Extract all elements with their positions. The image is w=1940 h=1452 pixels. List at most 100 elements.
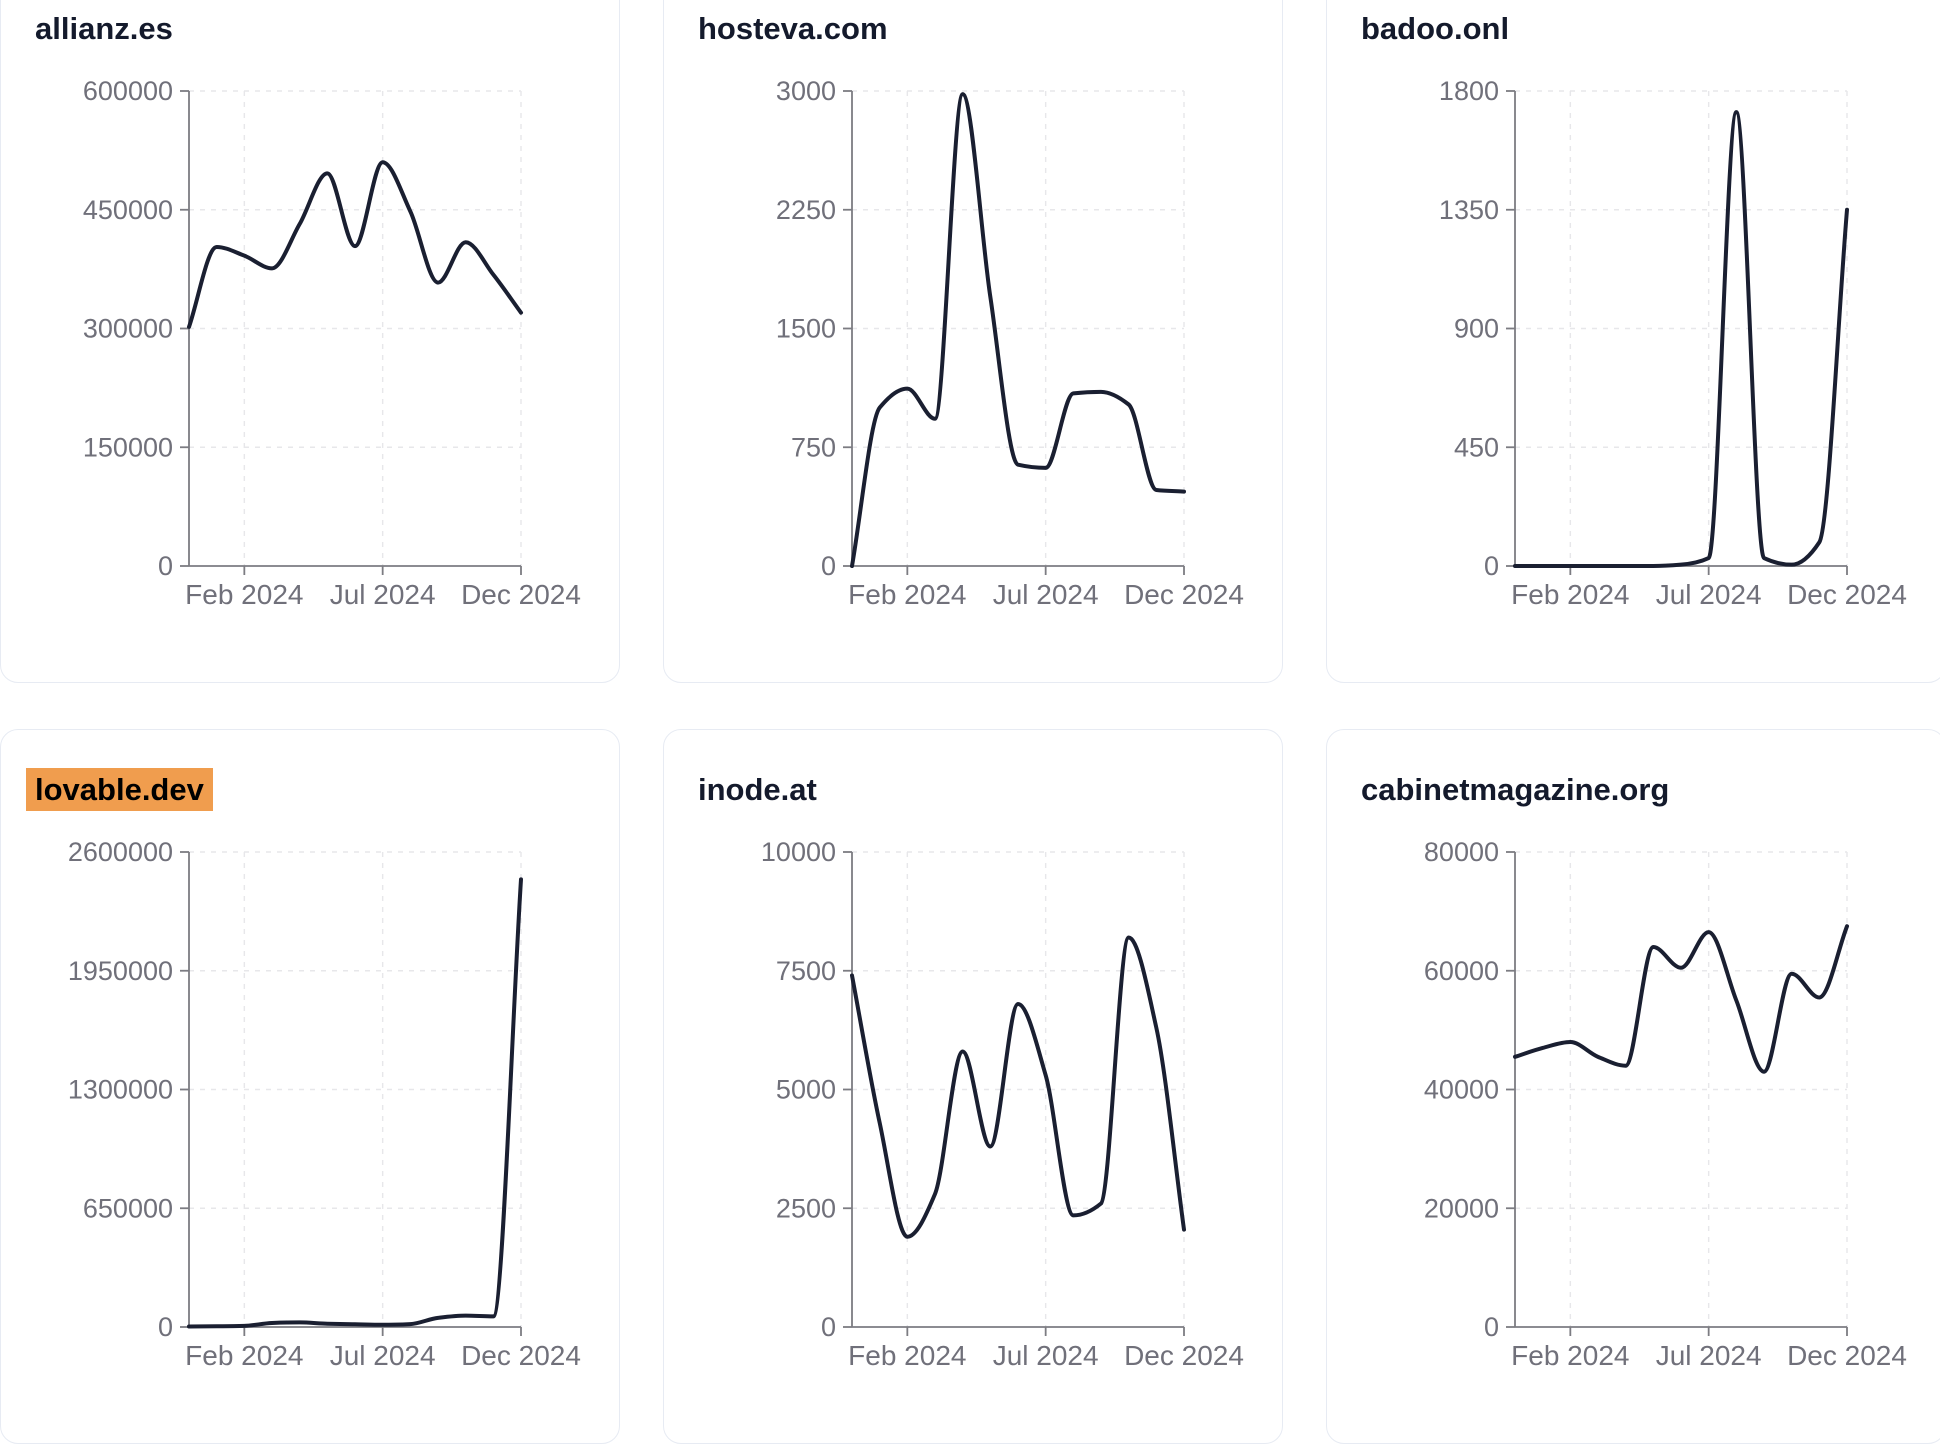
y-tick-label: 60000 (1424, 956, 1499, 986)
axes (843, 851, 1185, 1336)
chart-card-inode-at: inode.at 0 2500 5000 7500 10000 Feb 2024 Jul 20… (663, 729, 1283, 1444)
chart-title-text: inode.at (698, 772, 817, 807)
axes (1506, 851, 1848, 1336)
x-tick-label: Feb 2024 (1511, 1340, 1629, 1371)
y-tick-label: 0 (158, 1312, 173, 1342)
y-tick-label: 1300000 (68, 1075, 173, 1105)
y-tick-label: 0 (158, 551, 173, 581)
x-tick-label: Feb 2024 (185, 1340, 303, 1371)
gridlines (1515, 90, 1848, 566)
chart-title: inode.at (698, 772, 817, 808)
line-chart: 0 650000 1300000 1950000 2600000 Feb 2024 Jul … (68, 837, 581, 1371)
x-axis-labels: Feb 2024 Jul 2024 Dec 2024 (185, 1340, 581, 1371)
x-tick-label: Dec 2024 (1124, 1340, 1244, 1371)
y-tick-label: 40000 (1424, 1075, 1499, 1105)
chart-card-allianz-es: allianz.es 0 150000 300000 450000 600000 Feb 2… (0, 0, 620, 683)
y-tick-label: 2250 (776, 195, 836, 225)
y-tick-label: 10000 (761, 837, 836, 867)
series-line (1513, 110, 1849, 568)
x-tick-label: Dec 2024 (1124, 579, 1244, 610)
chart-title-text: cabinetmagazine.org (1361, 772, 1670, 807)
y-tick-label: 450000 (83, 195, 173, 225)
y-tick-label: 300000 (83, 314, 173, 344)
gridlines (852, 90, 1185, 566)
y-tick-label: 150000 (83, 432, 173, 462)
y-tick-label: 0 (821, 551, 836, 581)
chart-title: badoo.onl (1361, 11, 1509, 47)
gridlines (852, 851, 1185, 1327)
chart-title-text: allianz.es (35, 11, 173, 46)
chart-title: hosteva.com (698, 11, 888, 47)
series-line (1513, 924, 1849, 1074)
x-axis-labels: Feb 2024 Jul 2024 Dec 2024 (185, 579, 581, 610)
x-tick-label: Jul 2024 (1656, 579, 1762, 610)
chart-title-text-highlighted: lovable.dev (26, 768, 213, 811)
y-tick-label: 80000 (1424, 837, 1499, 867)
y-tick-label: 1500 (776, 314, 836, 344)
x-tick-label: Jul 2024 (330, 579, 436, 610)
line-chart: 0 150000 300000 450000 600000 Feb 2024 Jul 202… (83, 76, 581, 610)
line-chart: 0 450 900 1350 1800 Feb 2024 Jul 2024 Dec 2024 (1439, 76, 1907, 610)
x-tick-label: Dec 2024 (1787, 1340, 1907, 1371)
y-tick-label: 0 (821, 1312, 836, 1342)
y-tick-label: 450 (1454, 432, 1499, 462)
x-tick-label: Jul 2024 (1656, 1340, 1762, 1371)
x-tick-label: Dec 2024 (1787, 579, 1907, 610)
series-line (850, 92, 1186, 568)
x-tick-label: Dec 2024 (461, 1340, 581, 1371)
y-tick-label: 1350 (1439, 195, 1499, 225)
x-tick-label: Feb 2024 (848, 579, 966, 610)
series-line (187, 877, 523, 1329)
y-axis-labels: 0 20000 40000 60000 80000 (1424, 837, 1499, 1342)
y-axis-labels: 0 2500 5000 7500 10000 (761, 837, 836, 1342)
x-axis-labels: Feb 2024 Jul 2024 Dec 2024 (848, 1340, 1244, 1371)
y-tick-label: 5000 (776, 1075, 836, 1105)
x-tick-label: Jul 2024 (993, 579, 1099, 610)
line-chart: 0 2500 5000 7500 10000 Feb 2024 Jul 2024 Dec 20… (761, 837, 1244, 1371)
y-tick-label: 20000 (1424, 1193, 1499, 1223)
chart-card-cabinetmagazine-org: cabinetmagazine.org 0 20000 40000 60000 80000… (1326, 729, 1940, 1444)
chart-title-text: hosteva.com (698, 11, 888, 46)
y-axis-labels: 0 150000 300000 450000 600000 (83, 76, 173, 581)
y-tick-label: 1950000 (68, 956, 173, 986)
x-tick-label: Feb 2024 (848, 1340, 966, 1371)
axes (180, 90, 522, 575)
gridlines (1515, 851, 1848, 1327)
x-tick-label: Jul 2024 (330, 1340, 436, 1371)
x-tick-label: Feb 2024 (185, 579, 303, 610)
series-line (187, 160, 523, 329)
y-tick-label: 750 (791, 432, 836, 462)
y-tick-label: 0 (1484, 551, 1499, 581)
axes (1506, 90, 1848, 575)
y-tick-label: 2600000 (68, 837, 173, 867)
axes (843, 90, 1185, 575)
gridlines (189, 90, 522, 566)
y-axis-labels: 0 650000 1300000 1950000 2600000 (68, 837, 173, 1342)
chart-card-badoo-onl: badoo.onl 0 450 900 1350 1800 Feb 2024 Jul 2024… (1326, 0, 1940, 683)
chart-title: cabinetmagazine.org (1361, 772, 1669, 808)
line-chart: 0 20000 40000 60000 80000 Feb 2024 Jul 2024 Dec… (1424, 837, 1907, 1371)
chart-card-lovable-dev: lovable.dev 0 650000 1300000 1950000 2600000 F… (0, 729, 620, 1444)
x-axis-labels: Feb 2024 Jul 2024 Dec 2024 (848, 579, 1244, 610)
line-chart: 0 750 1500 2250 3000 Feb 2024 Jul 2024 Dec 2024 (776, 76, 1244, 610)
y-tick-label: 7500 (776, 956, 836, 986)
y-tick-label: 1800 (1439, 76, 1499, 106)
axes (180, 851, 522, 1336)
x-tick-label: Feb 2024 (1511, 579, 1629, 610)
y-tick-label: 900 (1454, 314, 1499, 344)
x-axis-labels: Feb 2024 Jul 2024 Dec 2024 (1511, 579, 1907, 610)
y-axis-labels: 0 450 900 1350 1800 (1439, 76, 1499, 581)
chart-title: lovable.dev (26, 768, 213, 811)
y-tick-label: 2500 (776, 1193, 836, 1223)
series-line (850, 935, 1186, 1239)
x-tick-label: Dec 2024 (461, 579, 581, 610)
gridlines (189, 851, 522, 1327)
chart-title-text: badoo.onl (1361, 11, 1510, 46)
y-tick-label: 650000 (83, 1193, 173, 1223)
chart-title: allianz.es (35, 11, 173, 47)
chart-card-hosteva-com: hosteva.com 0 750 1500 2250 3000 Feb 2024 Jul 2… (663, 0, 1283, 683)
x-axis-labels: Feb 2024 Jul 2024 Dec 2024 (1511, 1340, 1907, 1371)
y-tick-label: 3000 (776, 76, 836, 106)
y-axis-labels: 0 750 1500 2250 3000 (776, 76, 836, 581)
